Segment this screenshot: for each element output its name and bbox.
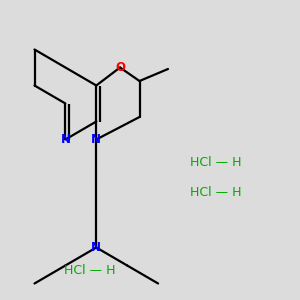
- Text: HCl — H: HCl — H: [64, 263, 116, 277]
- Text: HCl — H: HCl — H: [190, 155, 242, 169]
- Text: N: N: [60, 133, 70, 146]
- Text: N: N: [91, 133, 101, 146]
- Text: HCl — H: HCl — H: [190, 185, 242, 199]
- Text: N: N: [91, 241, 101, 254]
- Text: O: O: [115, 61, 125, 74]
